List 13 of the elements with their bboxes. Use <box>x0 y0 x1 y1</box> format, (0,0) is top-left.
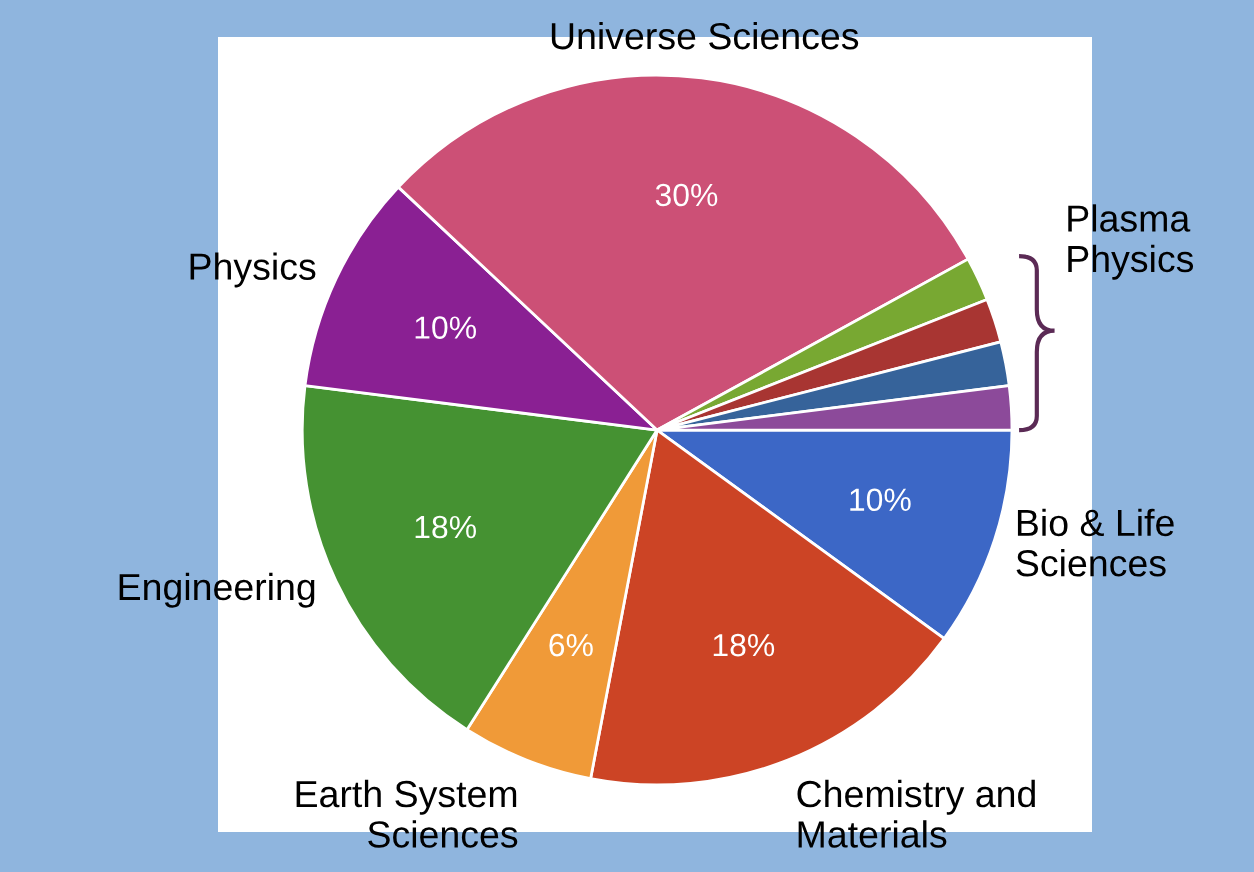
data-label: 30% <box>655 183 718 207</box>
slice-label: Bio & Life Sciences <box>1016 508 1174 577</box>
data-label: 6% <box>549 633 593 657</box>
slice-label: Physics <box>190 252 316 288</box>
slice-label: Chemistry and Materials <box>797 779 1035 848</box>
slice-label: Universe Sciences <box>551 21 859 50</box>
data-label: 18% <box>415 515 476 539</box>
slice-label: Engineering <box>119 572 315 608</box>
data-label: 18% <box>713 633 775 657</box>
text: Plasma Physics <box>1068 204 1194 280</box>
data-label: 10% <box>850 488 911 512</box>
data-label: 10% <box>415 316 476 339</box>
slice-label: Earth System Sciences <box>296 779 518 848</box>
